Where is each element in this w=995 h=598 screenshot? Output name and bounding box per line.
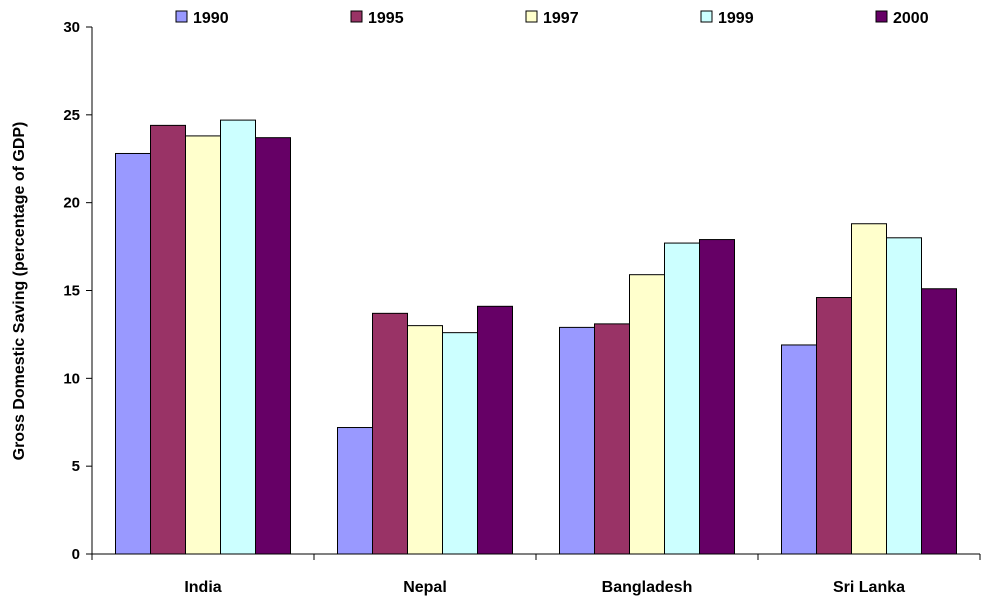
bar — [816, 297, 852, 555]
bar — [664, 242, 700, 555]
bar — [372, 312, 408, 555]
legend-swatch — [175, 10, 188, 23]
bar — [781, 344, 817, 555]
bar — [921, 288, 957, 555]
legend-label: 2000 — [893, 10, 929, 27]
bar — [255, 137, 291, 555]
legend-label: 1997 — [543, 10, 579, 27]
legend-label: 1999 — [718, 10, 754, 27]
legend-swatch — [875, 10, 888, 23]
bars — [115, 119, 957, 555]
bar — [115, 152, 151, 555]
legend-swatch — [700, 10, 713, 23]
y-tick-label: 5 — [72, 458, 80, 475]
bar — [185, 135, 221, 555]
bar — [851, 223, 887, 555]
bar — [886, 237, 922, 555]
x-category-label: Nepal — [403, 579, 447, 596]
x-category-label: India — [184, 579, 221, 596]
legend-label: 1995 — [368, 10, 404, 27]
y-tick-label: 15 — [63, 283, 80, 300]
y-tick-label: 25 — [63, 107, 80, 124]
y-axis-title: Gross Domestic Saving (percentage of GDP… — [11, 122, 28, 461]
bar — [220, 119, 256, 555]
legend: 1990 1995 1997 1999 2000 — [175, 10, 929, 27]
legend-swatch — [525, 10, 538, 23]
bar — [594, 323, 630, 555]
y-tick-label: 10 — [63, 370, 80, 387]
bar — [477, 305, 513, 555]
legend-swatch — [350, 10, 363, 23]
bar — [150, 124, 186, 555]
x-axis: India Nepal Bangladesh Sri Lanka — [91, 553, 981, 596]
bar — [699, 239, 735, 555]
y-tick-label: 20 — [63, 195, 80, 212]
y-tick-label: 30 — [63, 19, 80, 36]
x-category-label: Bangladesh — [602, 579, 693, 596]
y-tick-label: 0 — [72, 546, 80, 563]
bar — [629, 274, 665, 555]
bar — [337, 427, 373, 555]
bar — [559, 326, 595, 555]
bar — [442, 332, 478, 555]
legend-label: 1990 — [193, 10, 229, 27]
y-axis: 0 5 10 15 20 25 30 — [63, 19, 93, 563]
bar — [407, 325, 443, 555]
x-category-label: Sri Lanka — [833, 579, 905, 596]
